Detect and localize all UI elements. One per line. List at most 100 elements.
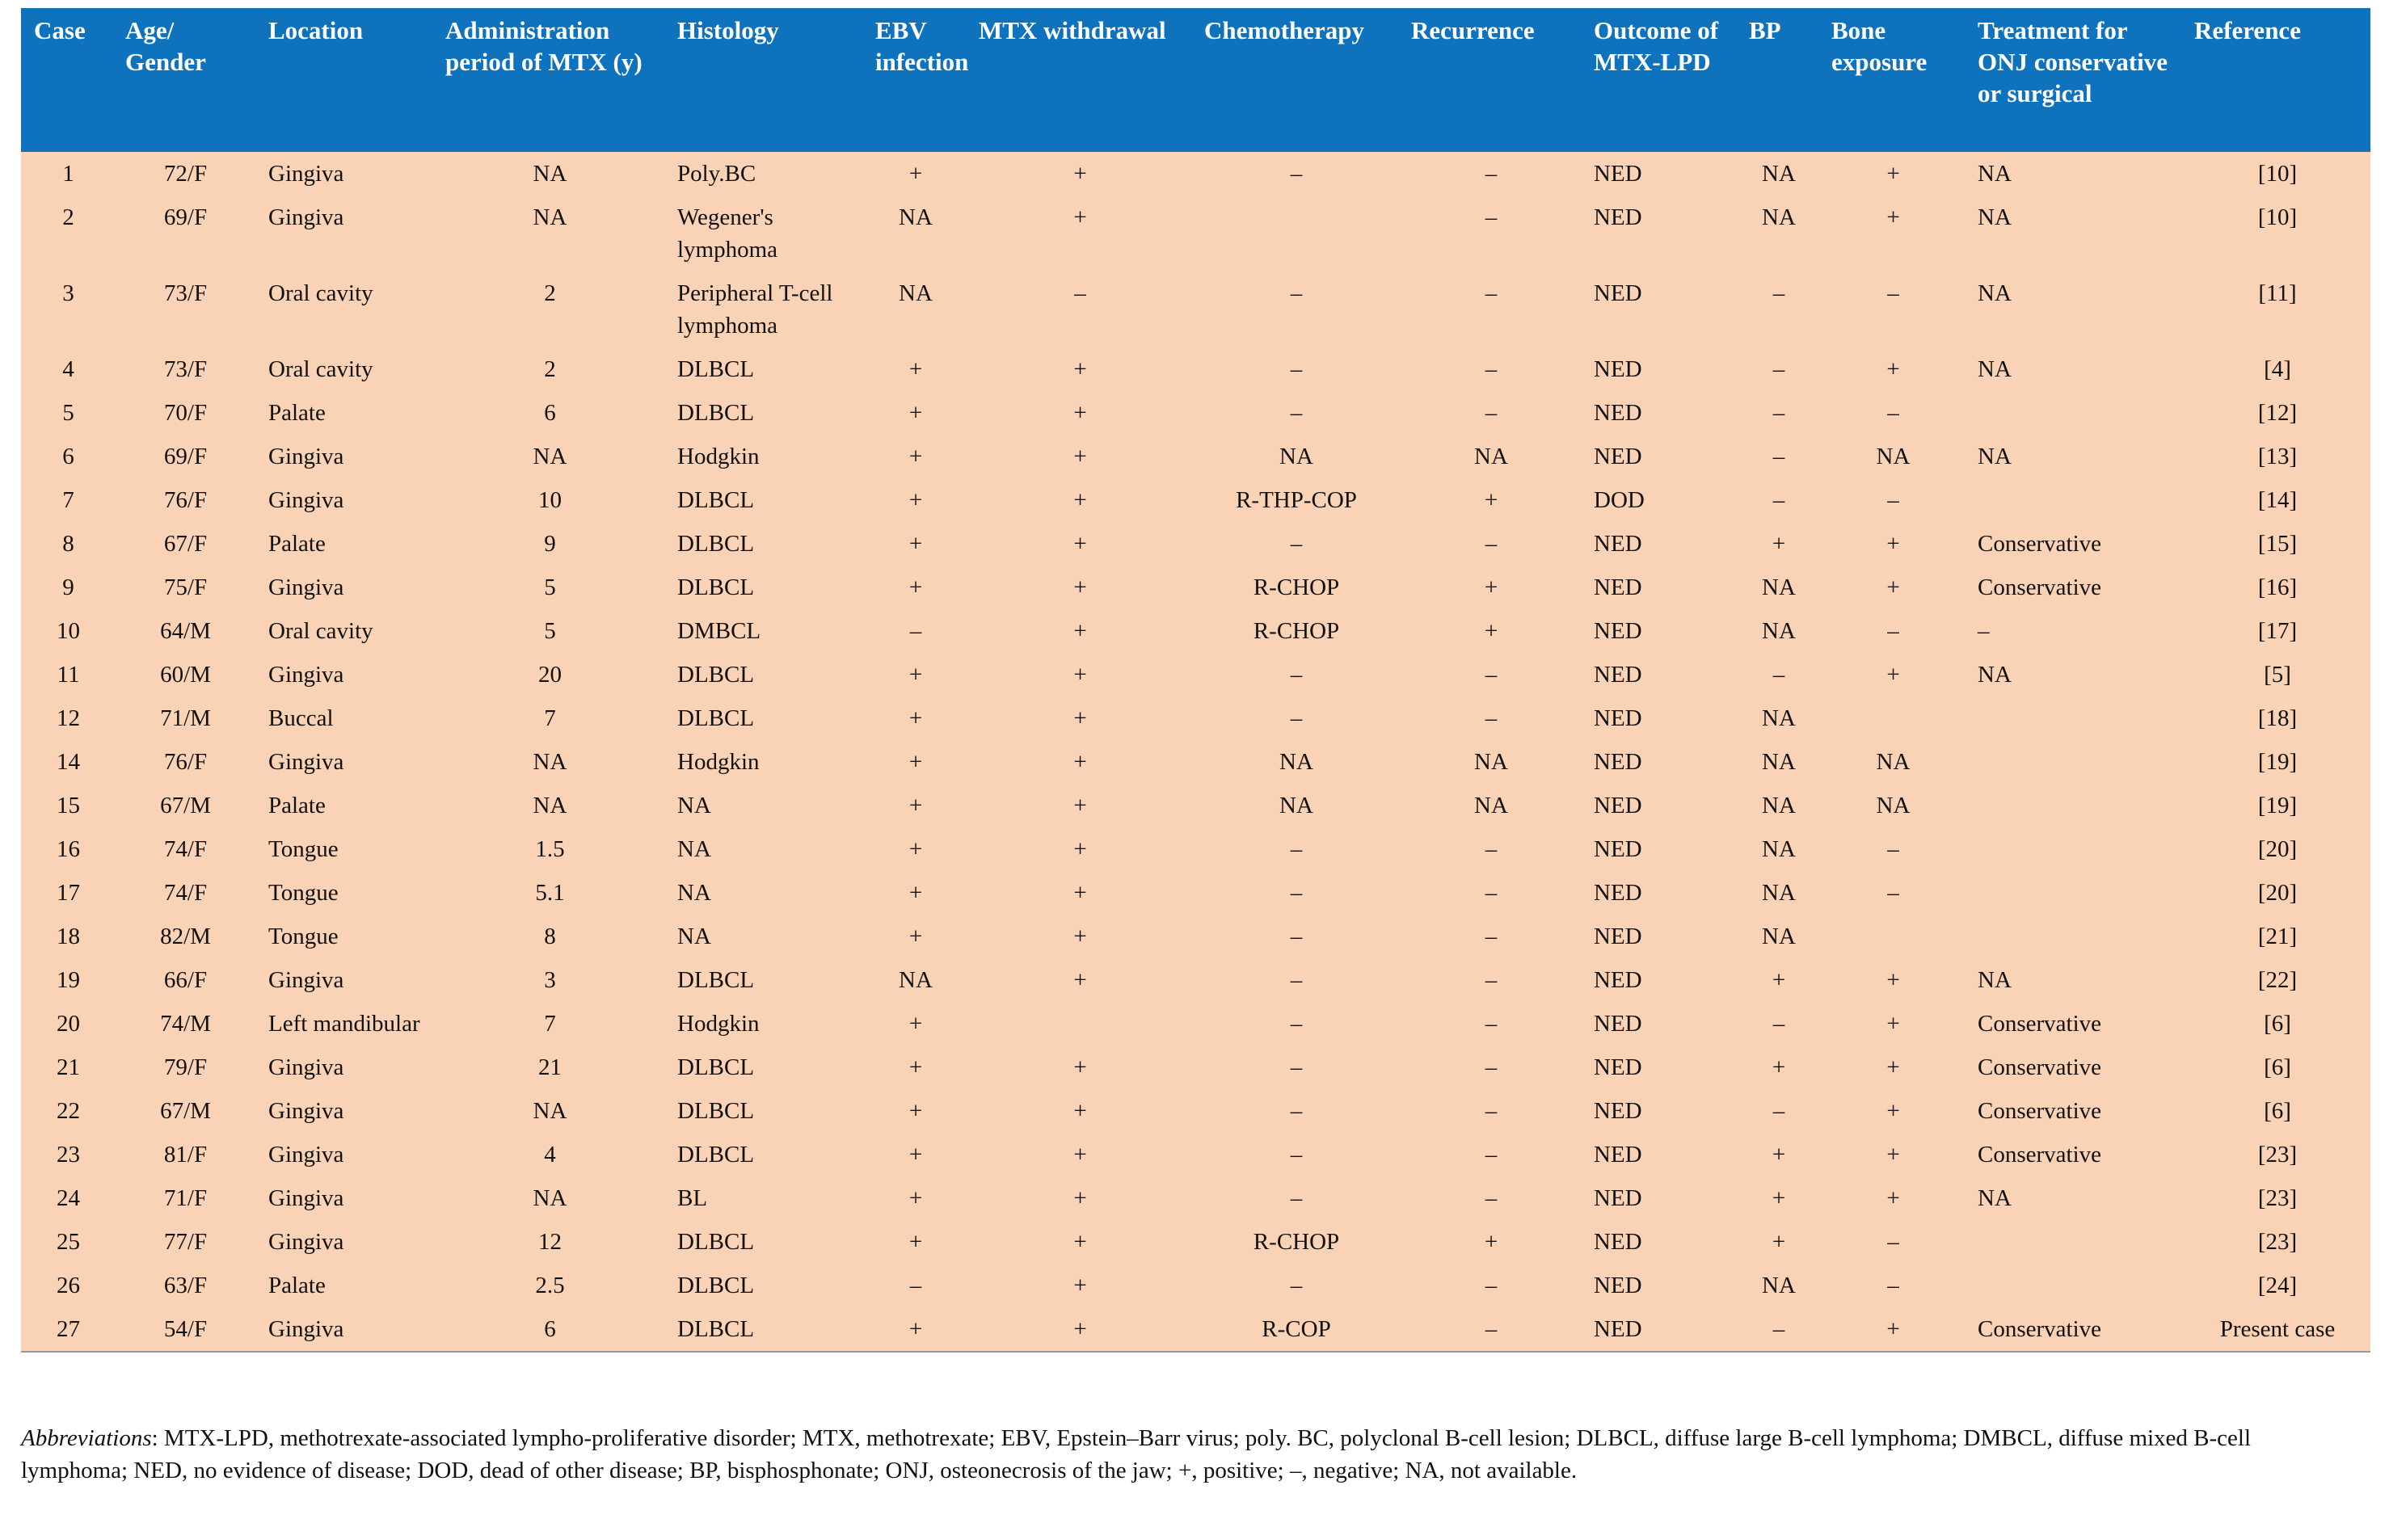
table-cell: – [1736, 1307, 1818, 1353]
table-cell: + [966, 347, 1191, 391]
table-cell: + [1818, 1133, 1965, 1176]
table-cell: – [1191, 1133, 1398, 1176]
table-cell: 7 [21, 478, 112, 522]
table-cell: NED [1581, 784, 1736, 827]
table-cell: + [966, 196, 1191, 271]
table-cell: NA [1736, 784, 1818, 827]
table-cell: + [862, 1133, 966, 1176]
table-cell: [6] [2181, 1089, 2370, 1133]
table-cell: Poly.BC [664, 152, 862, 196]
table-cell: [10] [2181, 152, 2370, 196]
table-cell: NA [1965, 958, 2181, 1002]
table-cell: 4 [432, 1133, 664, 1176]
table-cell: NED [1581, 871, 1736, 915]
table-cell: 74/F [112, 871, 255, 915]
table-cell: [13] [2181, 435, 2370, 478]
table-cell: DLBCL [664, 1046, 862, 1089]
table-cell: 69/F [112, 435, 255, 478]
table-cell: [12] [2181, 391, 2370, 435]
table-cell: NED [1581, 347, 1736, 391]
table-cell: NA [1818, 740, 1965, 784]
table-cell: NA [1965, 1176, 2181, 1220]
table-cell: Gingiva [255, 566, 432, 609]
table-cell: NED [1581, 740, 1736, 784]
table-cell: Hodgkin [664, 435, 862, 478]
column-header: Age/ Gender [112, 8, 255, 152]
table-cell: 10 [21, 609, 112, 653]
table-cell [1965, 391, 2181, 435]
table-cell: – [1398, 915, 1581, 958]
table-cell: [24] [2181, 1264, 2370, 1307]
table-cell: Gingiva [255, 653, 432, 696]
table-cell: + [966, 784, 1191, 827]
table-row: 18 82/M Tongue 8 NA + + – – NED NA [21] [21, 915, 2370, 958]
table-cell: + [862, 478, 966, 522]
table-cell: NED [1581, 566, 1736, 609]
table-cell: Palate [255, 1264, 432, 1307]
table-cell: + [862, 1002, 966, 1046]
table-cell: NED [1581, 653, 1736, 696]
table-cell: Tongue [255, 915, 432, 958]
table-cell: – [1736, 653, 1818, 696]
table-cell: – [1736, 1002, 1818, 1046]
column-header: Reference [2181, 8, 2370, 152]
table-cell: Gingiva [255, 1307, 432, 1353]
table-cell: + [966, 1046, 1191, 1089]
table-cell: NA [1736, 196, 1818, 271]
table-cell: + [1818, 958, 1965, 1002]
table-cell: 1.5 [432, 827, 664, 871]
table-cell: DLBCL [664, 1307, 862, 1353]
table-cell: [19] [2181, 740, 2370, 784]
table-cell: + [1398, 566, 1581, 609]
table-cell: NA [1818, 784, 1965, 827]
table-cell: 67/M [112, 784, 255, 827]
table-row: 17 74/F Tongue 5.1 NA + + – – NED NA – [20] [21, 871, 2370, 915]
table-cell: DLBCL [664, 1264, 862, 1307]
table-cell: + [862, 1307, 966, 1353]
table-cell: – [1398, 871, 1581, 915]
table-cell: 73/F [112, 271, 255, 347]
table-cell: – [1191, 696, 1398, 740]
table-cell: – [1818, 827, 1965, 871]
table-cell: – [1736, 478, 1818, 522]
table-cell: + [862, 566, 966, 609]
table-cell: [22] [2181, 958, 2370, 1002]
table-cell: + [966, 152, 1191, 196]
table-cell: R-COP [1191, 1307, 1398, 1353]
table-cell: + [862, 740, 966, 784]
table-cell: – [966, 271, 1191, 347]
table-row: 10 64/M Oral cavity 5 DMBCL – + R-CHOP + NED NA – –[… [21, 609, 2370, 653]
table-cell: NA [1965, 271, 2181, 347]
table-cell: NED [1581, 152, 1736, 196]
table-cell: NED [1581, 391, 1736, 435]
table-cell: DLBCL [664, 391, 862, 435]
table-cell: + [1736, 1220, 1818, 1264]
table-cell: NA [1818, 435, 1965, 478]
table-cell: – [1191, 1176, 1398, 1220]
table-cell: NA [1191, 435, 1398, 478]
table-cell: + [966, 915, 1191, 958]
table-cell: 54/F [112, 1307, 255, 1353]
table-row: 1 72/F Gingiva NA Poly.BC + + – – NED NA + NA [10] [21, 152, 2370, 196]
table-cell: 6 [21, 435, 112, 478]
table-cell: 66/F [112, 958, 255, 1002]
table-cell: 3 [432, 958, 664, 1002]
table-cell: Conservative [1965, 1133, 2181, 1176]
table-cell: + [862, 827, 966, 871]
table-row: 2 69/F Gingiva NA Wegener's lymphoma NA + – NED N… [21, 196, 2370, 271]
table-cell: NA [1965, 347, 2181, 391]
table-cell: NED [1581, 609, 1736, 653]
table-cell: [5] [2181, 653, 2370, 696]
table-cell: – [1191, 827, 1398, 871]
table-cell: NED [1581, 522, 1736, 566]
table-row: 15 67/M Palate NA NA + + NA NA NED NA NA [19] [21, 784, 2370, 827]
table-cell: NED [1581, 1002, 1736, 1046]
table-cell: Present case [2181, 1307, 2370, 1353]
table-cell: NA [1736, 740, 1818, 784]
table-cell: 7 [432, 696, 664, 740]
table-cell: Tongue [255, 827, 432, 871]
table-cell: + [966, 1264, 1191, 1307]
table-row: 16 74/F Tongue 1.5 NA + + – – NED NA – [20] [21, 827, 2370, 871]
table-row: 5 70/F Palate 6 DLBCL + + – – NED – – [12] [21, 391, 2370, 435]
table-row: 11 60/M Gingiva 20 DLBCL + + – – NED – + NA [5] [21, 653, 2370, 696]
